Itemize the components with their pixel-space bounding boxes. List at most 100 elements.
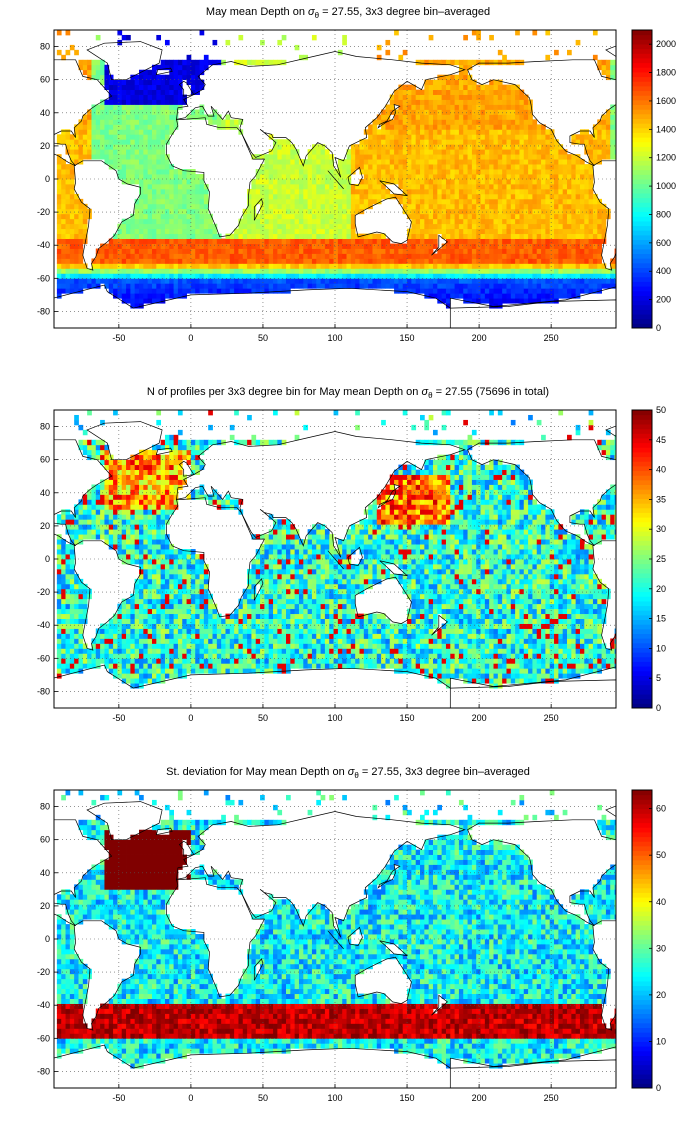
data-cell: [575, 253, 581, 259]
data-cell: [130, 179, 136, 185]
data-cell: [156, 144, 162, 150]
data-cell: [186, 228, 192, 235]
data-cell: [113, 628, 118, 634]
data-cell: [541, 248, 546, 254]
data-cell: [251, 193, 257, 200]
data-cell: [151, 69, 157, 76]
data-cell: [56, 534, 62, 540]
data-cell: [56, 164, 62, 170]
data-cell: [290, 208, 296, 215]
data-cell: [182, 64, 187, 71]
data-cell: [562, 283, 568, 289]
data-cell: [290, 268, 296, 274]
data-cell: [264, 248, 270, 254]
data-cell: [273, 144, 278, 150]
data-cell: [411, 94, 417, 100]
data-cell: [173, 253, 179, 259]
data-cell: [407, 193, 412, 200]
data-cell: [268, 273, 274, 279]
data-cell: [510, 223, 516, 230]
data-cell: [463, 89, 468, 95]
data-cell: [445, 228, 451, 235]
data-cell: [541, 183, 546, 190]
data-cell: [441, 288, 447, 294]
data-cell: [402, 124, 408, 130]
data-cell: [614, 268, 616, 274]
data-cell: [186, 253, 192, 259]
data-cell: [104, 149, 110, 155]
data-cell: [476, 174, 481, 180]
data-cell: [407, 278, 412, 284]
data-cell: [160, 154, 166, 160]
data-cell: [156, 164, 162, 170]
colorbar-tick-label: 1800: [656, 68, 676, 78]
data-cell: [376, 139, 382, 145]
data-cell: [294, 228, 300, 235]
data-cell: [264, 243, 270, 249]
data-cell: [251, 288, 257, 294]
data-cell: [56, 608, 62, 615]
data-cell: [121, 598, 127, 605]
data-cell: [286, 258, 291, 264]
data-cell: [195, 183, 200, 190]
data-cell: [65, 288, 71, 294]
data-cell: [130, 263, 136, 269]
data-cell: [450, 258, 455, 264]
data-cell: [82, 218, 88, 225]
data-cell: [113, 539, 118, 545]
data-cell: [463, 183, 468, 190]
data-cell: [614, 154, 616, 160]
data-cell: [402, 94, 408, 100]
data-cell: [575, 159, 581, 165]
data-cell: [363, 253, 369, 259]
data-cell: [545, 139, 551, 145]
data-cell: [78, 643, 84, 649]
data-cell: [234, 228, 239, 235]
data-cell: [268, 169, 274, 175]
data-cell: [372, 159, 378, 165]
data-cell: [601, 273, 607, 279]
data-cell: [82, 509, 88, 515]
data-cell: [65, 623, 71, 629]
data-cell: [108, 653, 114, 659]
data-cell: [506, 99, 512, 105]
data-cell: [229, 124, 235, 130]
data-cell: [445, 149, 451, 155]
data-cell: [541, 273, 546, 279]
data-cell: [549, 248, 555, 254]
data-cell: [130, 253, 136, 259]
data-cell: [104, 258, 110, 264]
data-cell: [260, 268, 265, 274]
data-cell: [389, 169, 395, 175]
data-cell: [65, 549, 71, 555]
data-cell: [528, 233, 533, 239]
data-cell: [515, 293, 520, 299]
data-cell: [190, 179, 196, 185]
data-cell: [554, 263, 559, 269]
data-cell: [428, 144, 434, 150]
data-cell: [424, 268, 430, 274]
data-cell: [588, 233, 594, 239]
data-cell: [381, 134, 386, 140]
data-cell: [510, 213, 516, 220]
data-cell: [65, 273, 71, 279]
data-cell: [502, 278, 507, 284]
data-cell: [61, 288, 66, 294]
data-cell: [432, 278, 438, 284]
data-cell: [117, 464, 123, 470]
data-cell: [229, 273, 235, 279]
data-cell: [575, 248, 581, 254]
data-cell: [316, 144, 321, 150]
data-cell: [597, 278, 602, 284]
data-cell: [242, 248, 248, 254]
data-cell: [286, 139, 291, 145]
data-cell: [173, 273, 179, 279]
data-cell: [588, 144, 594, 150]
data-cell: [169, 193, 174, 200]
data-cell: [121, 648, 127, 654]
data-cell: [147, 253, 153, 259]
data-cell: [402, 134, 408, 140]
data-cell: [277, 188, 283, 195]
data-cell: [398, 159, 404, 165]
data-cell: [316, 243, 321, 249]
